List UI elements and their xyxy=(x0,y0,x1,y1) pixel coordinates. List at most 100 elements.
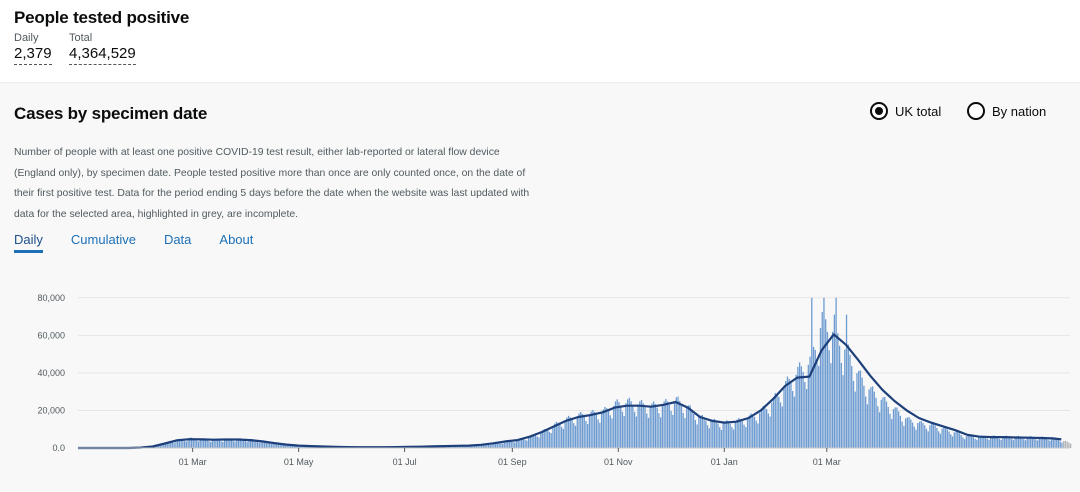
bar xyxy=(613,405,615,448)
tab-cumulative[interactable]: Cumulative xyxy=(70,232,136,247)
bar xyxy=(936,427,938,448)
bar xyxy=(185,441,188,448)
bar xyxy=(465,446,467,448)
bar xyxy=(679,400,681,448)
bar xyxy=(736,419,738,448)
bar xyxy=(183,440,186,448)
bar xyxy=(621,411,624,448)
bar xyxy=(547,429,549,448)
bar xyxy=(939,433,941,448)
bar xyxy=(519,438,521,448)
bar xyxy=(734,421,736,448)
bar xyxy=(694,420,697,448)
bar xyxy=(790,383,792,448)
bar xyxy=(837,333,839,448)
total-value[interactable]: 4,364,529 xyxy=(69,45,136,65)
bar xyxy=(279,443,281,448)
bar xyxy=(180,439,182,448)
bar xyxy=(467,445,469,448)
bar xyxy=(253,439,255,448)
bar xyxy=(177,439,179,448)
bar xyxy=(593,411,596,448)
bar xyxy=(732,429,735,448)
bar xyxy=(265,441,267,448)
bar xyxy=(451,446,453,448)
bar xyxy=(545,429,547,448)
bar xyxy=(554,423,556,448)
bar xyxy=(1028,436,1030,448)
bar xyxy=(830,363,832,448)
bar xyxy=(918,421,921,448)
bar xyxy=(521,438,523,448)
bar xyxy=(1026,437,1028,448)
bar xyxy=(786,376,789,448)
bar xyxy=(868,389,870,448)
bar xyxy=(189,437,191,448)
daily-value[interactable]: 2,379 xyxy=(14,45,52,65)
bar xyxy=(595,414,598,448)
bar xyxy=(666,401,669,448)
bar xyxy=(764,407,766,448)
bar xyxy=(581,413,584,448)
bar xyxy=(871,386,874,448)
bar xyxy=(566,417,568,448)
bar xyxy=(831,331,834,448)
bar xyxy=(208,441,210,448)
bar xyxy=(213,439,215,448)
bar xyxy=(901,421,903,448)
bar xyxy=(979,435,981,448)
bar xyxy=(990,436,992,448)
radio-uk-total[interactable]: UK total xyxy=(870,102,941,120)
y-tick-label: 0.0 xyxy=(52,443,65,453)
bar xyxy=(1024,440,1027,448)
bar xyxy=(248,439,250,448)
bar xyxy=(854,391,856,448)
bar xyxy=(552,426,554,448)
bar xyxy=(1042,436,1044,448)
bar xyxy=(1035,439,1037,448)
bar xyxy=(941,428,943,448)
bar xyxy=(865,396,867,448)
bar xyxy=(892,409,895,448)
bar xyxy=(1030,436,1032,448)
bar xyxy=(739,419,742,448)
bar xyxy=(788,378,790,448)
bar xyxy=(541,430,544,448)
bar xyxy=(522,439,525,448)
bar xyxy=(486,444,488,448)
bar xyxy=(670,410,672,448)
bar xyxy=(488,444,490,448)
bar xyxy=(524,439,526,448)
bar xyxy=(807,364,809,448)
bar xyxy=(962,437,964,448)
tab-data[interactable]: Data xyxy=(163,232,192,247)
bar xyxy=(781,406,783,448)
bar xyxy=(1016,436,1018,448)
bar xyxy=(673,401,676,448)
bar xyxy=(583,416,585,448)
bar xyxy=(286,444,288,448)
bar xyxy=(682,413,684,448)
bar xyxy=(640,399,643,448)
radio-unchecked-icon[interactable] xyxy=(967,102,985,120)
radio-checked-icon[interactable] xyxy=(870,102,888,120)
tab-daily[interactable]: Daily xyxy=(14,232,43,253)
bar xyxy=(559,424,561,448)
cases-chart[interactable]: 0.0 20,000 40,000 60,000 80,000 01 Mar 01 May 0… xyxy=(0,270,1080,492)
bar xyxy=(998,438,1001,448)
tab-about[interactable]: About xyxy=(219,232,254,247)
bar xyxy=(168,441,170,448)
bar xyxy=(795,374,797,448)
bar xyxy=(677,396,679,448)
y-tick-label: 20,000 xyxy=(37,405,65,415)
bar xyxy=(833,314,836,448)
bar xyxy=(986,438,988,448)
radio-by-nation[interactable]: By nation xyxy=(967,102,1046,120)
bar xyxy=(531,434,533,448)
bar xyxy=(1003,436,1006,448)
bar xyxy=(251,438,254,448)
bar xyxy=(475,445,478,448)
bar xyxy=(1052,437,1054,448)
bar xyxy=(514,442,516,448)
bar xyxy=(164,442,167,448)
